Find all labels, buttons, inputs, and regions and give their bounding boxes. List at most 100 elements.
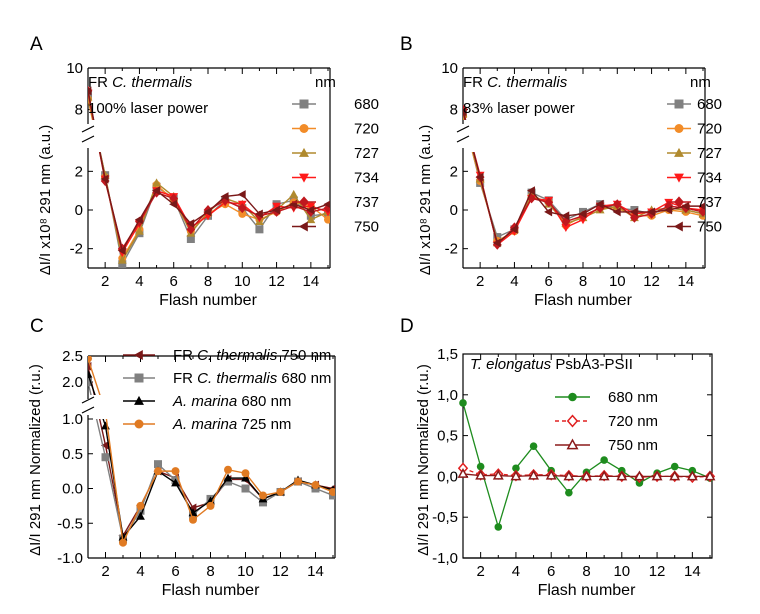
data-point (616, 470, 628, 481)
data-point (238, 209, 247, 218)
legend-label-species: A. marina (172, 393, 237, 410)
legend-label: 734 (354, 170, 379, 187)
x-tick-label: 2 (476, 273, 484, 290)
data-point (223, 473, 233, 482)
annotation-species: C. thermalis (112, 74, 193, 91)
series-2 (457, 468, 716, 481)
legend-item: 734 (292, 170, 379, 187)
data-point (323, 199, 330, 209)
x-tick-label: 10 (234, 273, 251, 290)
x-tick-label: 12 (268, 273, 285, 290)
x-tick-label: 6 (170, 273, 178, 290)
legend-marker (134, 419, 144, 429)
x-tick-label: 6 (545, 273, 553, 290)
legend-marker (298, 221, 308, 232)
axis-break-mark (81, 125, 95, 133)
data-point (698, 206, 705, 217)
legend-item: 680 nm (555, 389, 658, 406)
series-0 (88, 362, 335, 541)
data-point (88, 91, 92, 100)
x-tick-label: 4 (135, 273, 143, 290)
legend-label-species: C. thermalis (197, 347, 278, 364)
y-tick-label: 0 (75, 202, 83, 219)
data-point (698, 201, 705, 211)
data-point (509, 224, 518, 234)
data-point (237, 203, 247, 214)
data-point (206, 501, 215, 510)
data-point (476, 462, 485, 471)
data-point (169, 199, 178, 209)
series-line (88, 96, 329, 263)
series-1 (88, 95, 330, 263)
legend-label: 734 (697, 170, 722, 187)
legend-marker (299, 173, 309, 183)
data-point (101, 453, 110, 462)
panel-annotation: T. elongatus PsbA3-PSII (470, 356, 633, 373)
legend-item: FR C. thermalis 680 nm (123, 370, 331, 387)
legend-label: 680 (697, 96, 722, 113)
data-point (565, 488, 573, 497)
data-point (544, 197, 554, 208)
data-point (329, 487, 335, 496)
legend-label: FR C. thermalis 680 nm (173, 370, 331, 387)
legend-item: A. marina 725 nm (123, 416, 291, 433)
data-point (598, 470, 610, 481)
legend: 680 nm 720 nm 750 nm (555, 389, 658, 454)
series-line (88, 366, 334, 538)
data-point (154, 460, 162, 469)
y-tick-label: 0.0 (62, 481, 83, 498)
data-point (136, 511, 145, 520)
y-tick-label: 0.5 (62, 446, 83, 463)
legend-marker (299, 99, 309, 109)
data-point (119, 538, 127, 547)
legend-marker (566, 414, 579, 428)
legend-marker (674, 124, 684, 133)
data-point (324, 215, 330, 224)
data-point (492, 469, 504, 480)
data-point (681, 201, 690, 211)
axis-break-mark (81, 406, 95, 414)
legend-label: 720 (697, 121, 722, 138)
data-point (294, 477, 302, 486)
y-axis-title: ΔI/I x10⁸ 291 nm (a.u.) (417, 125, 434, 276)
data-point (686, 470, 698, 481)
legend-marker (299, 147, 309, 157)
data-point (510, 470, 522, 481)
y-tick-label: 0,5 (437, 428, 458, 445)
panel-letter: D (400, 316, 414, 337)
panel-c: C 2.0 2.5 -1.0 -0.5 0.0 0.5 1.0 2 4 6 8 10 12 14 Flash … (27, 316, 336, 599)
data-point (224, 465, 232, 474)
data-point (529, 442, 538, 451)
axis-break-mark (456, 125, 470, 133)
legend-label: 750 nm (608, 437, 658, 454)
legend-marker (674, 147, 684, 157)
annotation-prefix: FR (463, 74, 487, 91)
panel-letter: A (30, 34, 43, 55)
data-point (259, 491, 267, 500)
data-point (704, 470, 716, 481)
data-point (237, 190, 246, 199)
data-point (136, 501, 145, 510)
legend-marker (566, 438, 579, 450)
x-tick-label: 10 (237, 563, 254, 580)
axis-break-mark (456, 135, 470, 143)
legend-marker (673, 221, 683, 232)
data-point (669, 470, 681, 481)
data-point (241, 484, 250, 493)
y-tick-label: 2.0 (62, 374, 83, 391)
data-point (259, 498, 267, 507)
series-3 (463, 108, 705, 250)
x-axis: 2 4 6 8 10 12 14 Flash number (462, 68, 705, 309)
panel-annotation: 100% laser power (88, 100, 208, 117)
legend-item: 737 (292, 194, 379, 211)
legend-item: 720 nm (555, 413, 658, 430)
annotation-species: T. elongatus (470, 356, 552, 373)
panel-letter: B (400, 34, 413, 55)
x-tick-label: 8 (582, 563, 590, 580)
legend-label: 750 (697, 219, 722, 236)
data-point (272, 202, 281, 211)
data-point (612, 207, 621, 217)
data-point (88, 369, 93, 378)
series-line (88, 99, 329, 261)
